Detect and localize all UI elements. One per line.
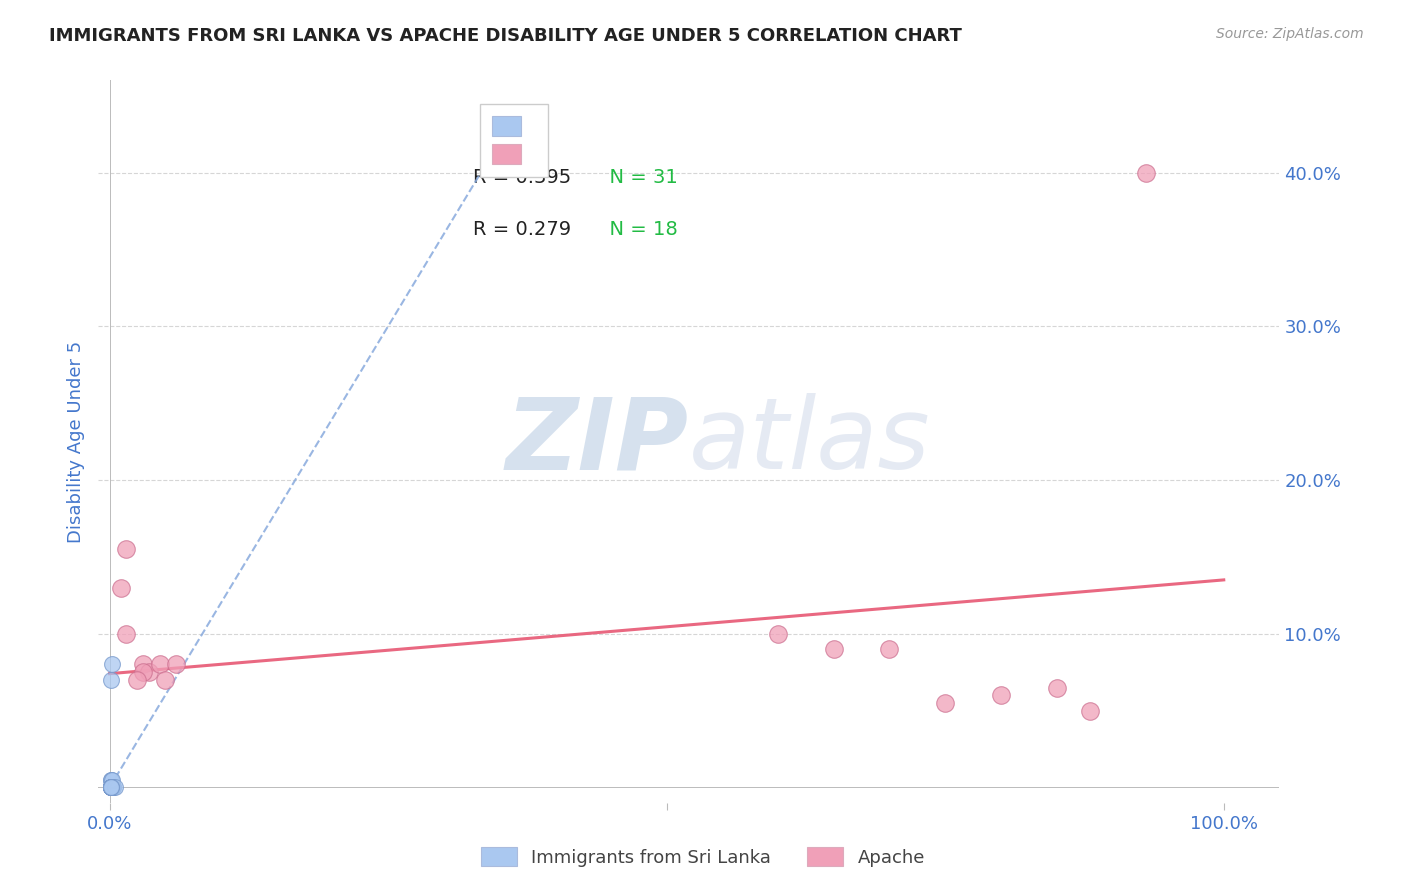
Point (101, 772, 124, 787)
Point (101, 780, 124, 795)
Point (934, 696, 956, 710)
Point (101, 657, 124, 672)
Point (100, 780, 122, 795)
Point (100, 772, 122, 787)
Point (101, 780, 124, 795)
Point (132, 665, 155, 680)
Point (149, 657, 172, 672)
Point (100, 673, 122, 687)
Point (101, 780, 124, 795)
Point (100, 772, 122, 787)
Text: N = 18: N = 18 (596, 220, 678, 239)
Point (1078, 704, 1101, 718)
Point (100, 780, 122, 795)
Point (104, 780, 127, 795)
Point (101, 780, 124, 795)
Point (100, 780, 122, 795)
Text: atlas: atlas (689, 393, 931, 490)
Point (100, 780, 122, 795)
Point (155, 673, 177, 687)
Point (100, 780, 122, 795)
Point (127, 673, 149, 687)
Point (100, 780, 122, 795)
Text: R = 0.395: R = 0.395 (472, 169, 571, 187)
Point (100, 780, 122, 795)
Text: IMMIGRANTS FROM SRI LANKA VS APACHE DISABILITY AGE UNDER 5 CORRELATION CHART: IMMIGRANTS FROM SRI LANKA VS APACHE DISA… (49, 27, 962, 45)
Point (100, 780, 122, 795)
Legend: , : , (481, 104, 548, 177)
Point (100, 780, 122, 795)
Point (115, 626, 138, 640)
Point (1135, 165, 1157, 179)
Point (990, 688, 1012, 702)
Point (766, 626, 789, 640)
Point (132, 657, 155, 672)
Point (100, 780, 122, 795)
Point (100, 780, 122, 795)
Point (101, 780, 124, 795)
Point (1046, 681, 1069, 695)
Point (100, 780, 122, 795)
Text: N = 31: N = 31 (596, 169, 678, 187)
Text: ZIP: ZIP (506, 393, 689, 490)
Point (100, 780, 122, 795)
Y-axis label: Disability Age Under 5: Disability Age Under 5 (66, 341, 84, 542)
Point (100, 780, 122, 795)
Text: R = 0.279: R = 0.279 (472, 220, 571, 239)
Point (101, 780, 124, 795)
Point (101, 780, 124, 795)
Point (100, 780, 122, 795)
Point (138, 665, 160, 680)
Point (115, 542, 138, 557)
Point (110, 581, 132, 595)
Point (879, 642, 901, 657)
Point (101, 780, 124, 795)
Point (100, 780, 122, 795)
Point (100, 780, 122, 795)
Legend: Immigrants from Sri Lanka, Apache: Immigrants from Sri Lanka, Apache (474, 840, 932, 874)
Point (823, 642, 845, 657)
Point (165, 657, 187, 672)
Text: Source: ZipAtlas.com: Source: ZipAtlas.com (1216, 27, 1364, 41)
